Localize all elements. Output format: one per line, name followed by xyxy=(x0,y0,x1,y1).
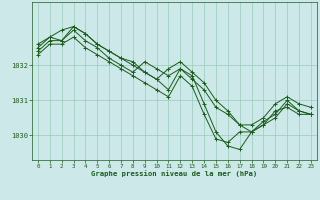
X-axis label: Graphe pression niveau de la mer (hPa): Graphe pression niveau de la mer (hPa) xyxy=(91,171,258,177)
